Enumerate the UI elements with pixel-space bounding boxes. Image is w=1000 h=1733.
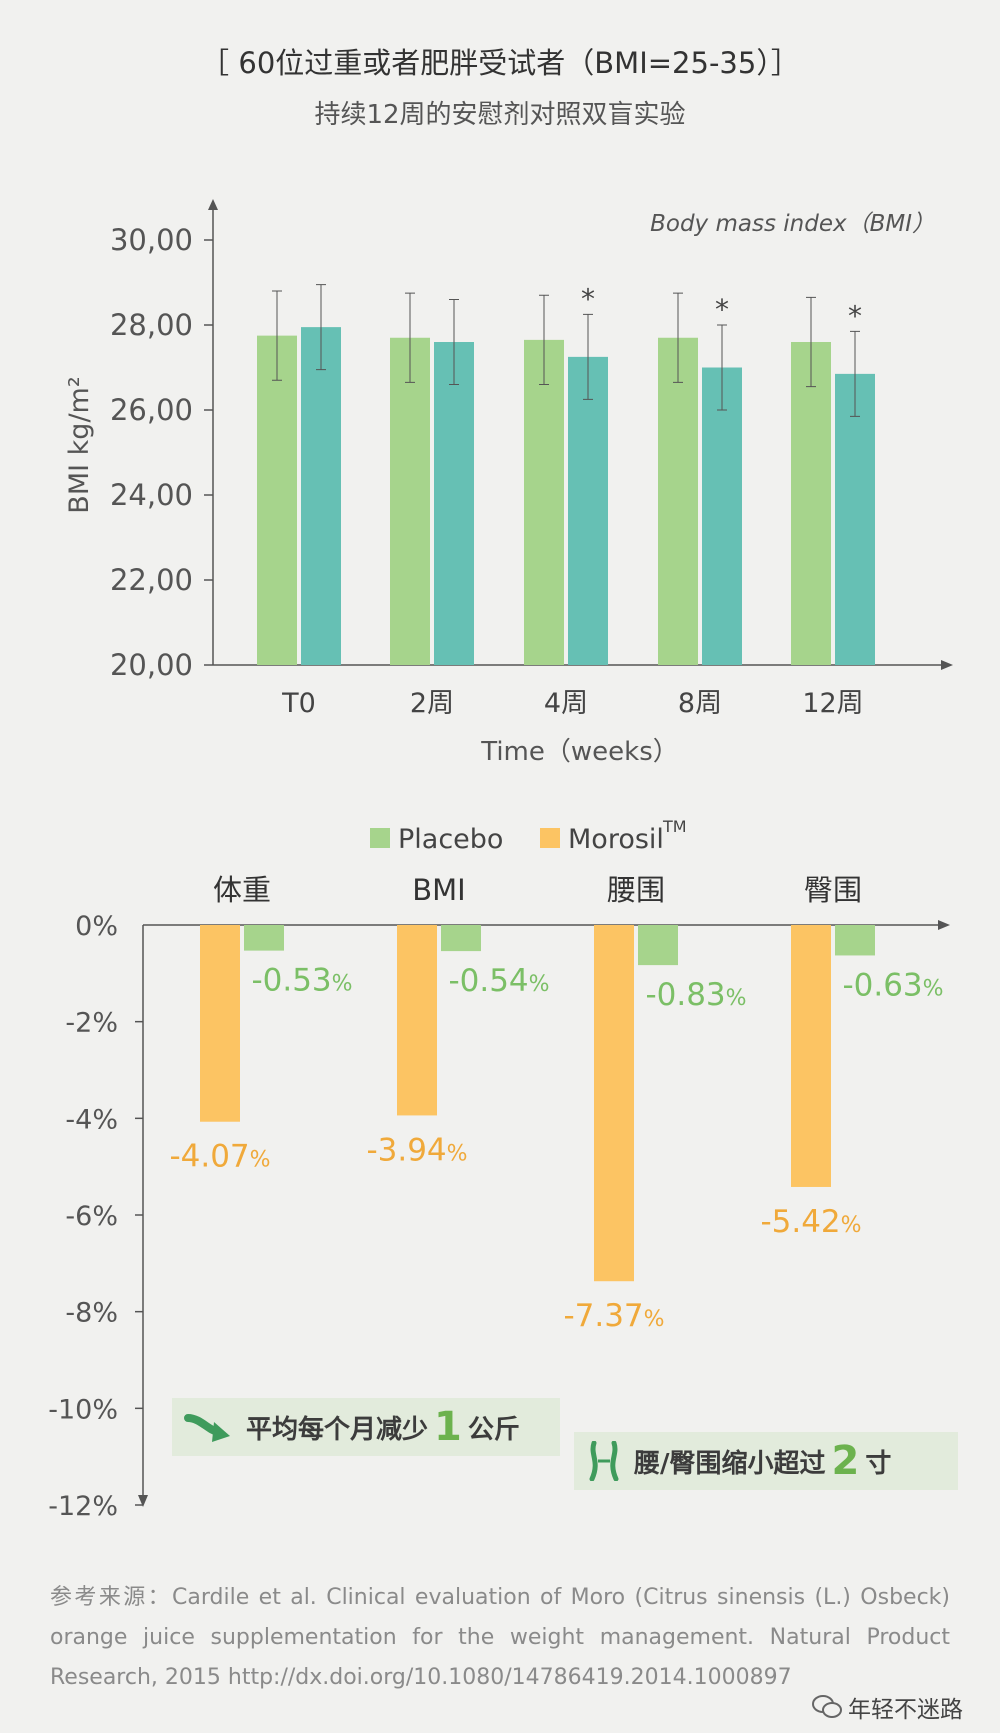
x-tick-label: 4周: [544, 688, 588, 719]
data-label-placebo: -0.83%: [645, 977, 746, 1013]
bar: [791, 342, 831, 665]
y-tick-label: -8%: [65, 1298, 118, 1329]
wechat-account: 年轻不迷路: [848, 1697, 963, 1723]
callout-weight-text: 平均每个月减少: [246, 1414, 429, 1445]
legend-swatch-morosil: [540, 828, 560, 848]
y-tick-label: -4%: [65, 1104, 118, 1135]
percent-change-chart: Placebo Morosil TM 0% -2% -4% -6% -8% -10% -12% 体重…: [48, 817, 950, 1522]
bar: [301, 327, 341, 665]
y-tick-label: -2%: [65, 1008, 118, 1039]
legend-swatch-placebo: [370, 828, 390, 848]
x-axis-arrow: [941, 660, 953, 670]
y-tick-label: 20,00: [110, 648, 193, 682]
category-label: 腰围: [607, 873, 665, 907]
y-axis-label: BMI kg/m²: [64, 376, 95, 513]
y-tick-label: 24,00: [110, 478, 193, 512]
bmi-bar-chart: 20,00 22,00 24,00 26,00 28,00 30,00 Body mass …: [64, 199, 953, 767]
bar: [434, 342, 474, 665]
category-label: 体重: [213, 873, 271, 907]
trend-arrow-icon: [184, 1414, 230, 1442]
bar-placebo: [835, 925, 875, 956]
callout-weight-value: 1: [434, 1404, 462, 1450]
bar-placebo: [441, 925, 481, 952]
page-subtitle: 持续12周的安慰剂对照双盲实验: [314, 100, 686, 130]
wechat-watermark: 年轻不迷路: [812, 1690, 963, 1724]
y-axis-arrow: [138, 1495, 148, 1507]
bar: [257, 335, 297, 665]
bar-placebo: [244, 925, 284, 951]
y-tick-label: 26,00: [110, 393, 193, 427]
bar: [702, 367, 742, 665]
wechat-icon: [812, 1695, 842, 1718]
bar-morosil: [200, 925, 240, 1122]
x-axis-label: Time（weeks）: [480, 737, 679, 767]
data-label-placebo: -0.54%: [448, 963, 549, 999]
data-label-morosil: -5.42%: [760, 1204, 861, 1240]
callout-waist-value: 2: [831, 1438, 860, 1484]
y-tick-label: 30,00: [110, 223, 193, 257]
x-axis-arrow: [938, 920, 950, 930]
callout-weight-loss: 平均每个月减少 1 公斤: [172, 1398, 560, 1456]
category-label: BMI: [412, 873, 465, 907]
legend-label-morosil-tm: TM: [662, 817, 687, 836]
x-tick-label: 12周: [802, 688, 863, 719]
legend-label-morosil: Morosil: [568, 824, 664, 855]
bar: [390, 337, 430, 665]
y-tick-label: 0%: [75, 911, 118, 942]
y-tick-label: -10%: [48, 1394, 118, 1425]
bar-placebo: [638, 925, 678, 966]
significance-marker: *: [581, 282, 595, 315]
callout-waist-text: 腰/臀围缩小超过: [634, 1448, 826, 1479]
legend-label-placebo: Placebo: [398, 824, 503, 855]
data-label-placebo: -0.63%: [842, 967, 943, 1003]
waist-hip-icon: [589, 1441, 619, 1481]
x-tick-label: 8周: [678, 688, 722, 719]
source-citation: 参考来源：Cardile et al. Clinical evaluation …: [50, 1585, 950, 1690]
y-tick-label: -12%: [48, 1491, 118, 1522]
callout-waist-hip: 腰/臀围缩小超过 2 寸: [574, 1432, 958, 1490]
bar: [524, 339, 564, 665]
page-title: ［ 60位过重或者肥胖受试者（BMI=25-35）］: [200, 46, 800, 80]
significance-marker: *: [715, 293, 729, 326]
y-tick-label: 28,00: [110, 308, 193, 342]
bar: [835, 373, 875, 665]
y-tick-label: -6%: [65, 1201, 118, 1232]
bar: [658, 337, 698, 665]
data-label-morosil: -7.37%: [563, 1298, 664, 1334]
callout-weight-unit: 公斤: [467, 1414, 520, 1445]
y-tick-label: 22,00: [110, 563, 193, 597]
chart-title: Body mass index（BMI）: [650, 211, 935, 237]
significance-marker: *: [848, 299, 862, 332]
callout-waist-unit: 寸: [865, 1448, 892, 1479]
data-label-morosil: -3.94%: [366, 1132, 467, 1168]
bar-morosil: [397, 925, 437, 1116]
x-tick-label: T0: [281, 688, 316, 719]
bar: [568, 356, 608, 665]
data-label-morosil: -4.07%: [169, 1139, 270, 1175]
data-label-placebo: -0.53%: [251, 963, 352, 999]
bar-morosil: [791, 925, 831, 1187]
x-tick-label: 2周: [410, 688, 454, 719]
category-label: 臀围: [804, 873, 862, 907]
y-axis-arrow: [208, 199, 218, 210]
bar-morosil: [594, 925, 634, 1282]
